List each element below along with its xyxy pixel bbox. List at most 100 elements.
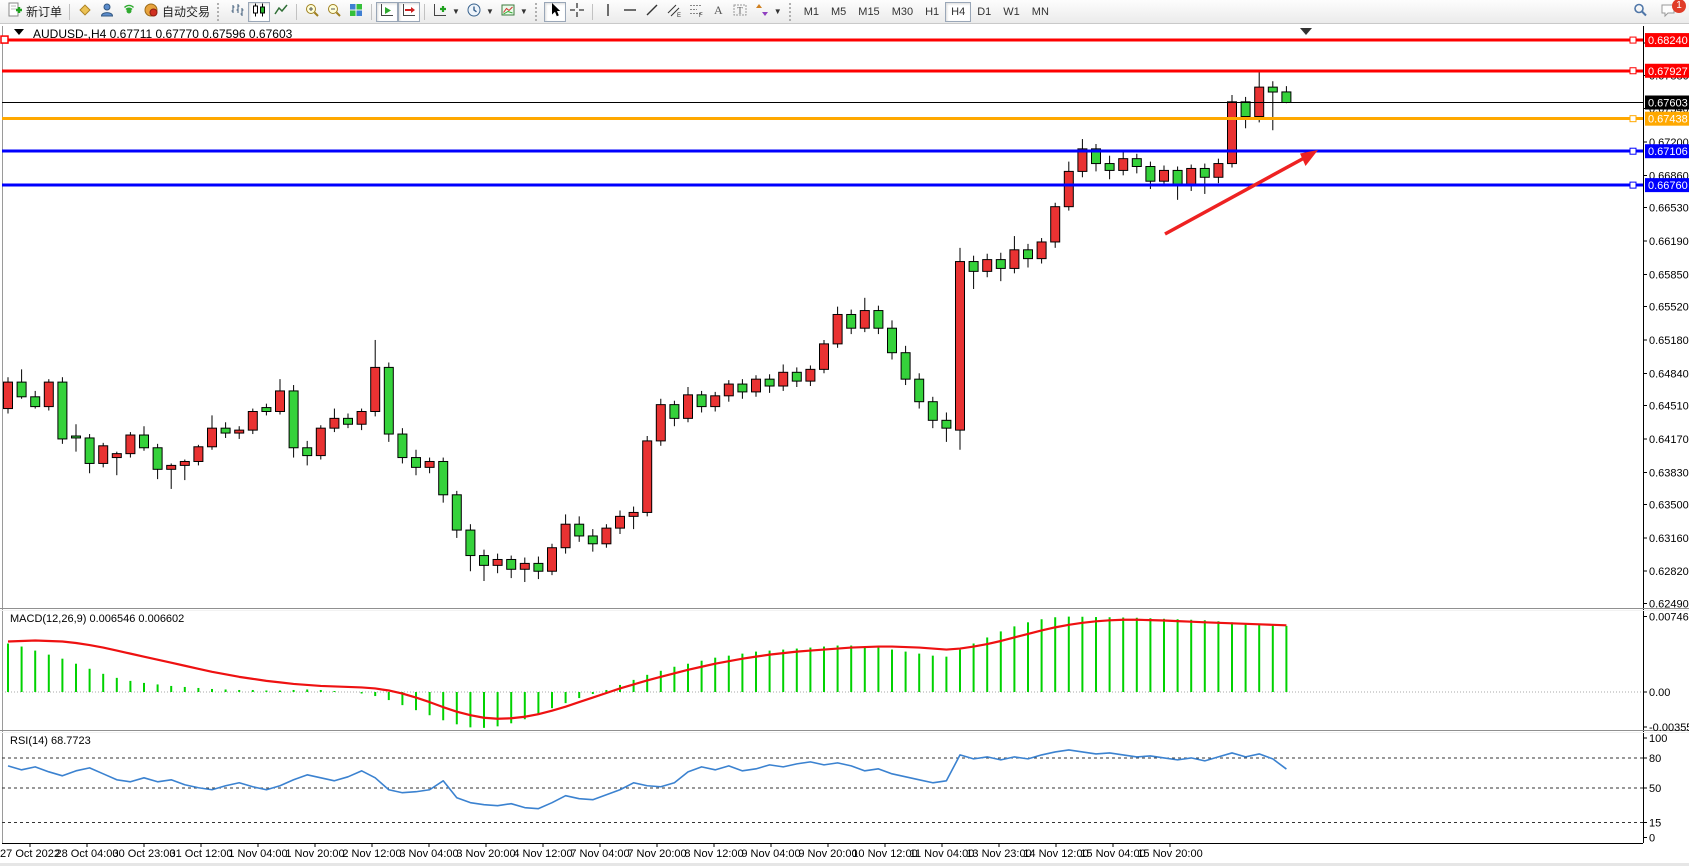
line-handle[interactable] xyxy=(1629,115,1637,123)
horizontal-line-button[interactable] xyxy=(619,2,641,22)
candle-body-down xyxy=(261,407,272,412)
candle-body-up xyxy=(1213,163,1224,178)
time-axis-label: 1 Nov 20:00 xyxy=(285,848,344,860)
candle-body-up xyxy=(751,378,761,393)
candle-body-up xyxy=(601,527,612,545)
trendline-button[interactable] xyxy=(641,2,663,22)
candle-body-down xyxy=(1145,166,1156,182)
zoom-in-button[interactable] xyxy=(301,2,323,22)
line-anchor-handle[interactable] xyxy=(0,35,9,44)
chart-shift-marker[interactable] xyxy=(1300,28,1312,35)
price-tick-label: 0.64840 xyxy=(1649,368,1689,380)
price-badge-label: 0.67927 xyxy=(1648,66,1688,78)
timeframe-h4[interactable]: H4 xyxy=(945,1,972,22)
timeframe-h1[interactable]: H1 xyxy=(919,2,945,22)
price-badge-label: 0.68240 xyxy=(1648,35,1688,47)
candle-body-down xyxy=(791,371,802,382)
candle-body-up xyxy=(1009,249,1020,269)
chart-line-button[interactable] xyxy=(270,2,292,22)
equidistant-channel-button[interactable]: E xyxy=(663,2,685,22)
fibonacci-button[interactable]: F xyxy=(685,2,707,22)
candle-body-down xyxy=(968,261,979,272)
cursor-button[interactable] xyxy=(543,1,566,22)
time-axis-label: 7 Nov 04:00 xyxy=(570,848,629,860)
tile-windows-button[interactable] xyxy=(345,2,367,22)
symbol-dropdown-icon[interactable] xyxy=(14,29,24,35)
candle-body-up xyxy=(710,395,721,408)
timeframe-m30[interactable]: M30 xyxy=(886,2,919,22)
svg-text:E: E xyxy=(677,13,681,18)
accounts-button[interactable] xyxy=(96,2,118,22)
chart-background[interactable] xyxy=(0,24,1689,866)
chevron-down-icon: ▼ xyxy=(519,7,528,16)
auto-trading-button[interactable]: 自动交易 xyxy=(140,2,213,22)
time-axis-label: 13 Nov 23:00 xyxy=(966,848,1031,860)
time-axis-label: 9 Nov 20:00 xyxy=(798,848,857,860)
fibonacci-icon: F xyxy=(688,2,704,21)
templates-button[interactable]: ▼ xyxy=(497,2,531,22)
candle-body-down xyxy=(669,404,680,419)
candle-body-down xyxy=(1091,148,1101,165)
search-icon xyxy=(1632,2,1648,21)
signals-button[interactable] xyxy=(118,2,140,22)
chart-bars-button[interactable] xyxy=(226,2,248,22)
chart-shift-button[interactable] xyxy=(398,1,421,22)
price-tick-label: 0.62490 xyxy=(1649,599,1689,611)
line-handle[interactable] xyxy=(1629,36,1637,44)
timeframe-m15[interactable]: M15 xyxy=(852,2,885,22)
macd-tick-label: -0.003551 xyxy=(1649,722,1689,734)
time-axis-label: 27 Oct 2022 xyxy=(0,848,60,860)
notification-badge[interactable]: 1 xyxy=(1672,0,1686,13)
trendline-icon xyxy=(644,2,660,21)
timeframe-m5[interactable]: M5 xyxy=(825,2,852,22)
gold-icon xyxy=(77,2,93,21)
crosshair-button[interactable] xyxy=(566,2,588,22)
candle-body-up xyxy=(98,445,109,464)
new-order-button[interactable]: 新订单 xyxy=(4,2,65,22)
radar-icon xyxy=(121,2,137,21)
vertical-line-button[interactable] xyxy=(597,2,619,22)
time-axis-label: 15 Nov 04:00 xyxy=(1080,848,1145,860)
candle-body-down xyxy=(451,494,462,531)
candle-body-down xyxy=(84,437,95,464)
auto-trading-icon xyxy=(143,2,159,21)
arrows-button[interactable]: ▼ xyxy=(751,2,785,22)
candle-body-up xyxy=(1227,101,1237,165)
chart-title: AUDUSD-,H4 0.67711 0.67770 0.67596 0.676… xyxy=(33,27,293,41)
price-badge xyxy=(1645,111,1689,126)
line-handle[interactable] xyxy=(1629,181,1637,189)
candle-body-down xyxy=(57,381,68,440)
timeframe-d1[interactable]: D1 xyxy=(971,2,997,22)
timeframe-mn[interactable]: MN xyxy=(1026,2,1055,22)
bars-chart-icon xyxy=(229,2,245,21)
trend-arrow-line[interactable] xyxy=(1164,155,1307,236)
search-button[interactable] xyxy=(1629,2,1651,22)
line-handle[interactable] xyxy=(1629,67,1637,75)
chevron-down-icon: ▼ xyxy=(485,7,494,16)
zoom-out-button[interactable] xyxy=(323,2,345,22)
trend-arrow-head[interactable] xyxy=(1300,150,1318,166)
candle-body-up xyxy=(370,366,381,412)
auto-scroll-button[interactable] xyxy=(376,1,399,22)
separator xyxy=(424,3,426,20)
periods-button[interactable]: ▼ xyxy=(463,2,497,22)
price-badge xyxy=(1645,144,1689,159)
chart-candles-button[interactable] xyxy=(248,1,271,22)
indicators-button[interactable]: ▼ xyxy=(429,2,463,22)
channel-icon: E xyxy=(666,2,682,21)
candle-body-up xyxy=(560,523,571,549)
candle-body-up xyxy=(723,383,734,397)
templates-icon xyxy=(500,2,516,21)
timeframe-m1[interactable]: M1 xyxy=(798,2,825,22)
time-axis-label: 3 Nov 20:00 xyxy=(456,848,515,860)
timeframe-w1[interactable]: W1 xyxy=(997,2,1026,22)
line-handle[interactable] xyxy=(1629,147,1637,155)
candle-body-up xyxy=(275,390,285,413)
candle-body-down xyxy=(30,396,41,408)
text-button[interactable]: A xyxy=(707,2,729,22)
text-label-button[interactable]: T xyxy=(729,2,751,22)
market-watch-button[interactable] xyxy=(74,2,96,22)
candle-body-down xyxy=(506,558,517,570)
